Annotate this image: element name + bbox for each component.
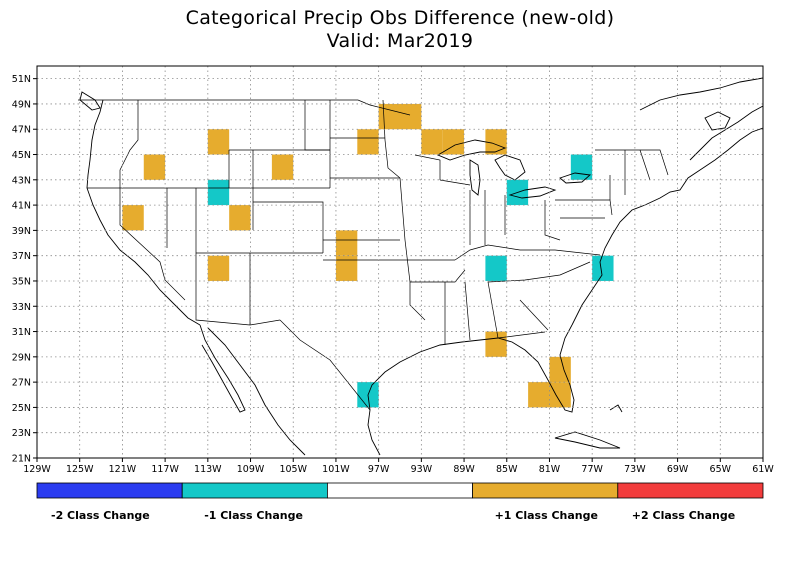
lat-tick-label: 39N — [12, 226, 31, 237]
lat-tick-label: 25N — [12, 403, 31, 414]
map-frame — [36, 65, 764, 459]
map-subtitle: Valid: Mar2019 — [326, 30, 474, 52]
legend-swatch — [326, 482, 473, 499]
legend-swatch — [617, 482, 764, 499]
lat-tick-label: 43N — [12, 175, 31, 186]
state-boundaries — [78, 99, 669, 411]
cell-minus-one — [592, 255, 614, 281]
cell-plus-one — [485, 331, 507, 357]
lat-tick-label: 35N — [12, 276, 31, 287]
legend-label: -1 Class Change — [204, 509, 303, 522]
lon-tick-label: 97W — [368, 464, 390, 475]
lat-tick-label: 41N — [12, 201, 31, 212]
lat-tick-label: 33N — [12, 302, 31, 313]
lon-tick-label: 113W — [194, 464, 222, 475]
cell-plus-one — [549, 356, 571, 383]
cell-plus-one — [271, 154, 294, 180]
lat-tick-label: 29N — [12, 352, 31, 363]
lon-tick-label: 121W — [109, 464, 137, 475]
lon-tick-label: 77W — [581, 464, 603, 475]
cell-plus-one — [485, 129, 507, 155]
lat-tick-label: 45N — [12, 150, 31, 161]
legend-swatch — [181, 482, 328, 499]
cell-plus-one — [122, 205, 144, 231]
lat-tick-label: 49N — [12, 99, 31, 110]
lat-tick-label: 21N — [12, 454, 31, 465]
legend-color-bar: -2 Class Change -1 Class Change +1 Class C… — [36, 482, 764, 522]
lon-tick-label: 109W — [237, 464, 265, 475]
map-title: Categorical Precip Obs Difference (new-o… — [185, 7, 615, 29]
cell-plus-one — [143, 154, 166, 180]
cell-plus-one — [229, 205, 251, 231]
lon-tick-label: 101W — [322, 464, 350, 475]
difference-cells — [122, 103, 614, 408]
lon-tick-label: 117W — [151, 464, 179, 475]
cell-plus-one — [400, 103, 422, 130]
legend-label: +2 Class Change — [632, 509, 735, 522]
legend-label: -2 Class Change — [51, 509, 150, 522]
legend-swatch — [472, 482, 619, 499]
legend-swatch — [36, 482, 183, 499]
lat-tick-label: 51N — [12, 74, 31, 85]
latitude-tick-labels: 21N 23N 25N 27N 29N 31N 33N 35N 37N 39N 41N 43N 45N 4… — [12, 74, 37, 465]
cell-plus-one — [442, 129, 465, 155]
lon-tick-label: 105W — [279, 464, 307, 475]
lon-tick-label: 89W — [453, 464, 475, 475]
cell-plus-one — [335, 230, 358, 256]
cell-plus-one — [549, 382, 571, 408]
lon-tick-label: 125W — [66, 464, 94, 475]
lon-tick-label: 129W — [23, 464, 51, 475]
lon-tick-label: 85W — [496, 464, 518, 475]
lon-tick-label: 61W — [752, 464, 774, 475]
lat-tick-label: 23N — [12, 428, 31, 439]
cell-plus-one — [207, 255, 230, 281]
lat-tick-label: 37N — [12, 251, 31, 262]
cell-plus-one — [357, 129, 379, 155]
cell-minus-one — [485, 255, 507, 281]
lon-tick-label: 73W — [624, 464, 646, 475]
cell-plus-one — [335, 255, 358, 281]
lat-tick-label: 27N — [12, 378, 31, 389]
longitude-tick-labels: 129W 125W 121W 117W 113W 109W 105W 101W 97W 93W 89… — [23, 458, 774, 475]
cell-plus-one — [421, 129, 443, 155]
legend-label: +1 Class Change — [495, 509, 598, 522]
lon-tick-label: 65W — [710, 464, 732, 475]
lon-tick-label: 93W — [411, 464, 433, 475]
lon-tick-label: 69W — [667, 464, 689, 475]
cell-minus-one — [207, 179, 230, 206]
lat-tick-label: 31N — [12, 327, 31, 338]
lat-tick-label: 47N — [12, 125, 31, 136]
lon-tick-label: 81W — [539, 464, 561, 475]
cell-plus-one — [207, 129, 230, 155]
cell-plus-one — [528, 382, 550, 408]
coastlines — [79, 77, 763, 456]
